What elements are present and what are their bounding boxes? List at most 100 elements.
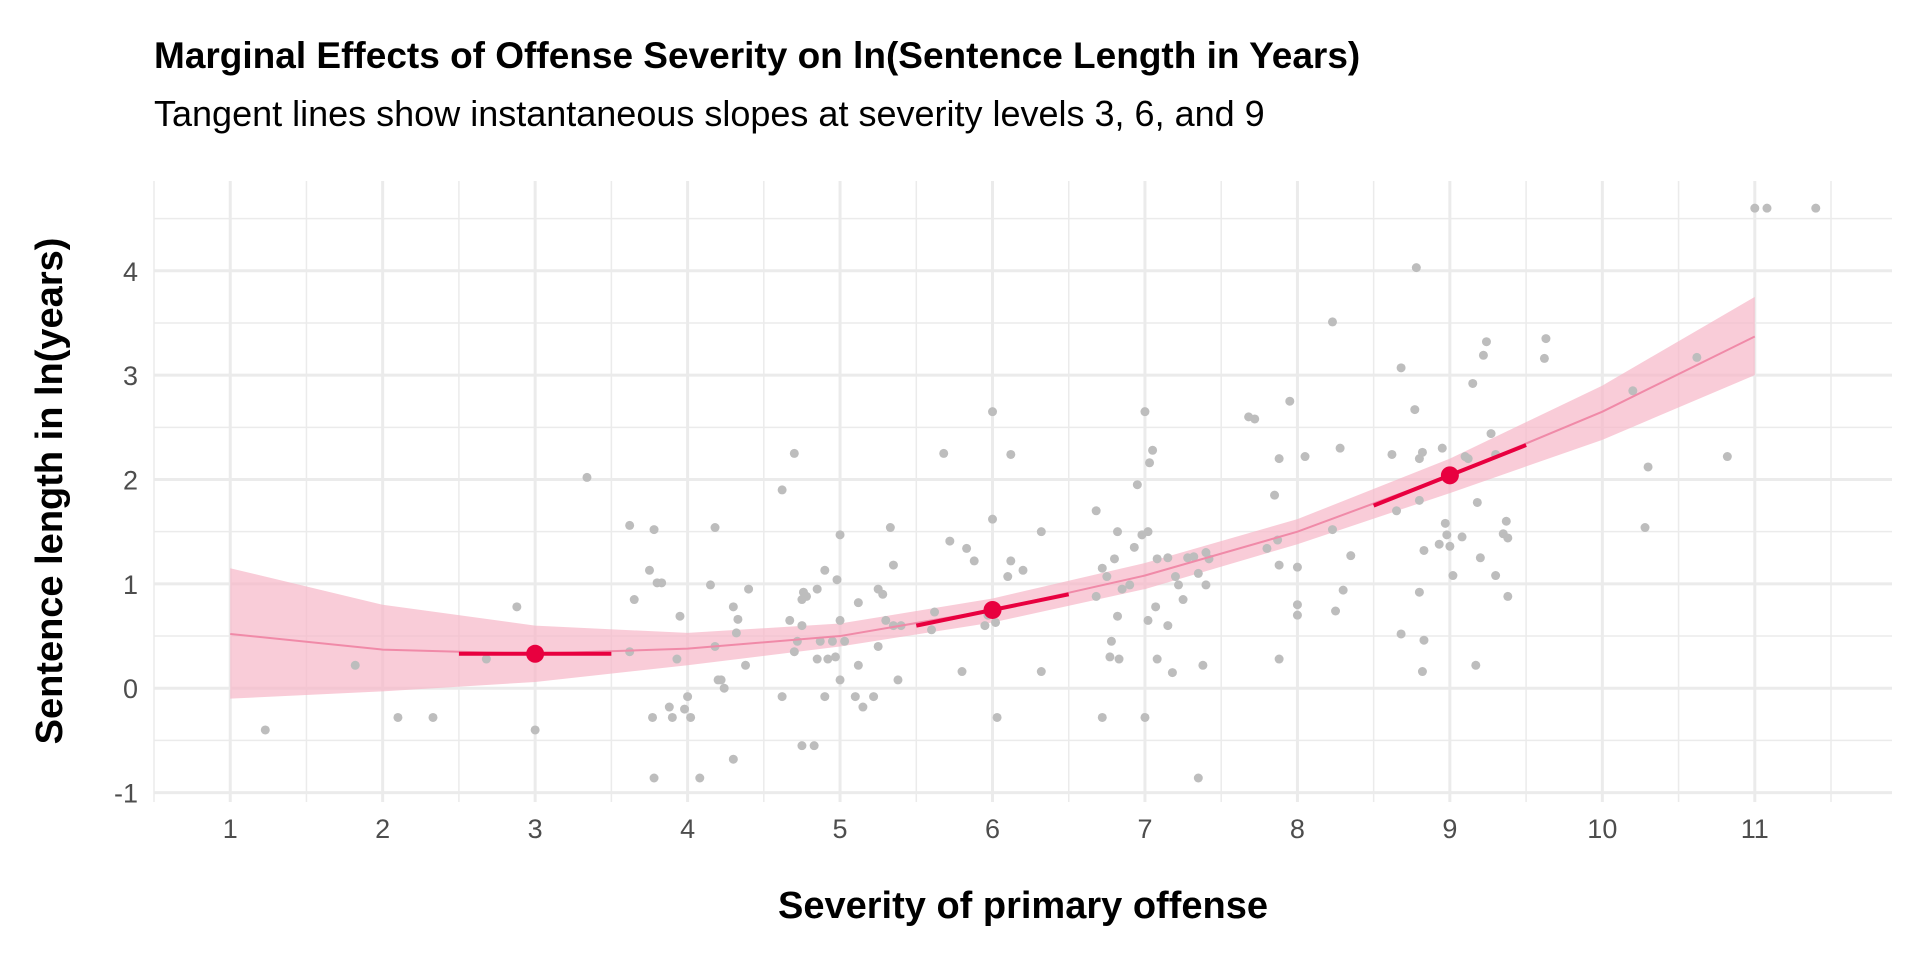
x-tick-label: 5 <box>833 814 848 844</box>
data-point <box>1762 203 1772 213</box>
data-point <box>1392 506 1402 516</box>
x-tick-label: 11 <box>1741 814 1769 844</box>
data-point <box>980 621 990 631</box>
data-point <box>893 675 903 685</box>
x-tick-label: 9 <box>1442 814 1457 844</box>
x-tick-label: 8 <box>1290 814 1305 844</box>
data-point <box>1292 610 1302 620</box>
data-point <box>962 543 972 553</box>
data-point <box>1274 654 1284 664</box>
data-point <box>1471 660 1481 670</box>
data-point <box>969 556 979 566</box>
data-point <box>512 602 522 612</box>
data-point <box>695 773 705 783</box>
data-point <box>1300 452 1310 462</box>
data-point <box>733 614 743 624</box>
x-tick-label: 2 <box>375 814 390 844</box>
y-axis-title: Sentence length in ln(years) <box>29 238 71 745</box>
data-point <box>957 667 967 677</box>
tangent-point <box>983 600 1002 619</box>
data-point <box>1174 580 1184 590</box>
data-point <box>1270 490 1280 500</box>
data-point <box>1125 580 1135 590</box>
y-tick-labels: -1 0 1 2 3 4 <box>114 257 138 809</box>
data-point <box>1411 263 1421 273</box>
x-tick-label: 10 <box>1587 814 1617 844</box>
data-point <box>1643 462 1653 472</box>
data-point <box>1448 571 1458 581</box>
data-point <box>1501 516 1511 526</box>
data-point <box>802 591 812 601</box>
data-point <box>812 584 822 594</box>
data-point <box>823 654 833 664</box>
data-point <box>1292 562 1302 572</box>
data-point <box>988 514 998 524</box>
data-point <box>1692 352 1702 362</box>
data-point <box>885 523 895 533</box>
data-point <box>853 598 863 608</box>
data-point <box>850 692 860 702</box>
data-point <box>1640 523 1650 533</box>
data-point <box>1201 580 1211 590</box>
data-point <box>629 595 639 605</box>
data-point <box>1541 334 1551 344</box>
data-point <box>878 589 888 599</box>
data-point <box>1274 454 1284 464</box>
data-point <box>939 448 949 458</box>
x-tick-label: 4 <box>680 814 695 844</box>
data-point <box>1163 621 1173 631</box>
y-tick-label: 2 <box>123 465 138 495</box>
data-point <box>853 660 863 670</box>
data-point <box>1140 712 1150 722</box>
y-tick-label: 0 <box>123 674 138 704</box>
data-point <box>945 536 955 546</box>
data-point <box>1396 629 1406 639</box>
data-point <box>927 625 937 635</box>
data-point <box>625 520 635 530</box>
data-point <box>1437 443 1447 453</box>
data-point <box>1140 407 1150 417</box>
data-point <box>649 525 659 535</box>
data-point <box>835 675 845 685</box>
data-point <box>625 647 635 657</box>
data-point <box>705 580 715 590</box>
data-point <box>785 615 795 625</box>
data-point <box>1143 615 1153 625</box>
data-point <box>1750 203 1760 213</box>
data-point <box>728 754 738 764</box>
data-point <box>809 741 819 751</box>
data-point <box>1105 652 1115 662</box>
data-point <box>1387 449 1397 459</box>
data-point <box>1335 443 1345 453</box>
data-point <box>1503 533 1513 543</box>
data-point <box>1628 386 1638 396</box>
data-point <box>991 617 1001 627</box>
data-point <box>1250 414 1260 424</box>
gridlines <box>153 181 1892 802</box>
chart-subtitle: Tangent lines show instantaneous slopes … <box>154 93 1265 134</box>
data-point <box>835 530 845 540</box>
data-point <box>683 692 693 702</box>
data-point <box>888 560 898 570</box>
data-point <box>1152 654 1162 664</box>
data-point <box>1414 587 1424 597</box>
data-point <box>1327 317 1337 327</box>
data-point <box>820 565 830 575</box>
data-point <box>731 628 741 638</box>
chart-title: Marginal Effects of Offense Severity on … <box>154 35 1360 76</box>
data-point <box>393 712 403 722</box>
data-point <box>789 647 799 657</box>
data-point <box>1491 571 1501 581</box>
data-point <box>1434 539 1444 549</box>
data-point <box>1152 554 1162 564</box>
data-point <box>686 712 696 722</box>
data-point <box>1117 584 1127 594</box>
y-tick-label: 4 <box>123 257 138 287</box>
tangent-point <box>526 644 545 663</box>
data-point <box>1417 667 1427 677</box>
data-point <box>792 636 802 646</box>
data-point <box>1486 429 1496 439</box>
data-point <box>1463 454 1473 464</box>
data-point <box>1440 518 1450 528</box>
